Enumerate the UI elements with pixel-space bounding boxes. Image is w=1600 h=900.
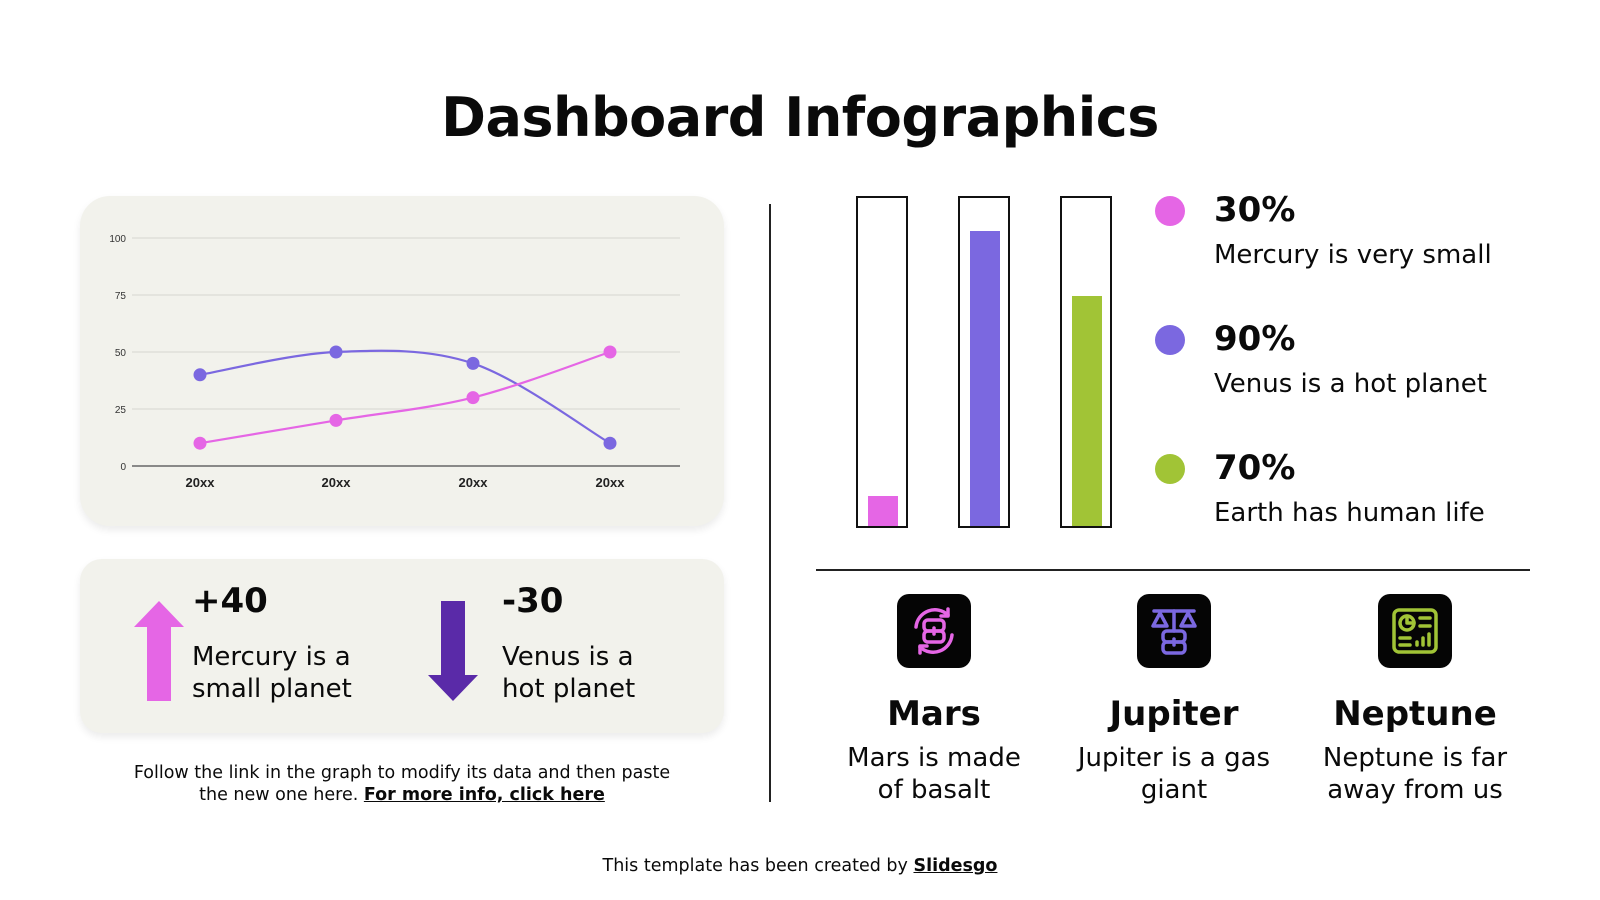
arrow-down-icon (428, 601, 478, 701)
stat-desc-line2: hot planet (502, 674, 636, 704)
stats-card: +40 Mercury is a small planet -30 Venus … (80, 559, 724, 733)
svg-text:20xx: 20xx (322, 475, 352, 490)
stat-desc-line2: small planet (192, 674, 352, 704)
planet-name: Neptune (1333, 694, 1497, 734)
stat-value: -30 (502, 581, 564, 621)
page-title: Dashboard Infographics (441, 86, 1159, 149)
legend-percent: 70% (1214, 448, 1296, 488)
slidesgo-link[interactable]: Slidesgo (913, 856, 998, 876)
legend-dot-pink (1155, 196, 1185, 226)
planet-desc-line2: giant (1140, 775, 1208, 805)
legend-desc: Earth has human life (1214, 498, 1485, 528)
planet-name: Mars (887, 694, 981, 734)
arrow-up-icon (134, 601, 184, 701)
robot-scale-icon (1137, 594, 1211, 668)
line-chart-card: 0 25 50 75 100 20xx 20xx 20xx 20xx (80, 196, 724, 526)
planet-desc-line1: Neptune is far (1322, 743, 1508, 773)
dashboard-icon (1378, 594, 1452, 668)
note-line2-text: the new one here. (199, 785, 359, 805)
stat-desc-line1: Venus is a (502, 642, 634, 672)
legend-dot-violet (1155, 325, 1185, 355)
chart-note: Follow the link in the graph to modify i… (100, 762, 704, 806)
more-info-link[interactable]: For more info, click here (363, 785, 605, 805)
progress-fill-earth (1072, 296, 1102, 526)
legend-desc: Mercury is very small (1214, 240, 1492, 270)
legend-percent: 90% (1214, 319, 1296, 359)
credit-line: This template has been created by Slides… (0, 856, 1600, 876)
vertical-divider (769, 204, 771, 802)
planet-mars: Mars Mars is made of basalt (814, 594, 1054, 806)
stat-venus: -30 Venus is a hot planet (400, 559, 724, 733)
planet-desc-line1: Mars is made (847, 743, 1021, 773)
svg-text:0: 0 (120, 462, 126, 473)
progress-fill-venus (970, 231, 1000, 526)
svg-text:25: 25 (115, 405, 127, 416)
svg-text:20xx: 20xx (459, 475, 489, 490)
planet-desc-line2: of basalt (877, 775, 991, 805)
progress-tube-earth (1060, 196, 1112, 528)
legend-dot-green (1155, 454, 1185, 484)
svg-text:20xx: 20xx (186, 475, 216, 490)
legend-percent: 30% (1214, 190, 1296, 230)
horizontal-divider (816, 569, 1530, 571)
stat-value: +40 (192, 581, 268, 621)
progress-fill-mercury (868, 496, 898, 526)
svg-text:75: 75 (115, 291, 127, 302)
progress-tube-venus (958, 196, 1010, 528)
stat-mercury: +40 Mercury is a small planet (80, 559, 400, 733)
planet-neptune: Neptune Neptune is far away from us (1295, 594, 1535, 806)
credit-text: This template has been created by (602, 856, 908, 876)
planet-jupiter: Jupiter Jupiter is a gas giant (1054, 594, 1294, 806)
progress-tube-mercury (856, 196, 908, 528)
svg-text:100: 100 (109, 234, 126, 245)
legend-desc: Venus is a hot planet (1214, 369, 1487, 399)
line-chart[interactable]: 0 25 50 75 100 20xx 20xx 20xx 20xx (80, 196, 724, 526)
note-line1: Follow the link in the graph to modify i… (133, 763, 671, 783)
stat-desc-line1: Mercury is a (192, 642, 351, 672)
note-line2: the new one here. For more info, click h… (100, 784, 704, 806)
planet-desc-line1: Jupiter is a gas (1077, 743, 1271, 773)
planet-name: Jupiter (1109, 694, 1239, 734)
svg-text:20xx: 20xx (596, 475, 626, 490)
svg-text:50: 50 (115, 348, 127, 359)
planet-desc-line2: away from us (1327, 775, 1503, 805)
robot-sync-icon (897, 594, 971, 668)
